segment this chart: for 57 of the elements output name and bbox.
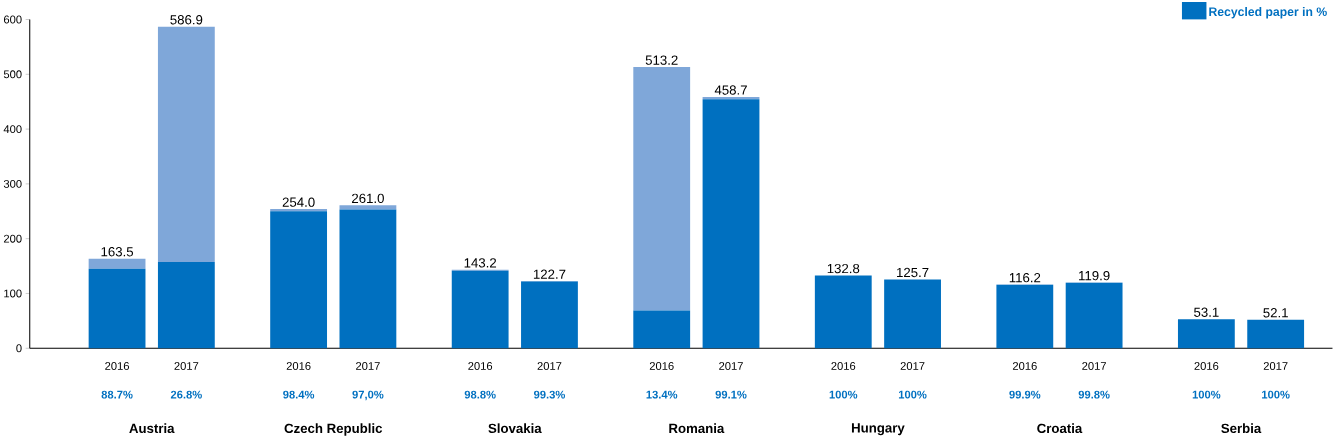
- text: Croatia: [1037, 423, 1083, 434]
- total-label: 52.1: [1263, 308, 1288, 318]
- text: 100%: [898, 390, 927, 399]
- text: 99.1%: [715, 390, 747, 399]
- text: Czech Republic: [284, 423, 383, 436]
- text: 88.7%: [101, 390, 133, 399]
- total-label: 119.9: [1079, 270, 1110, 281]
- x-tick-label: 2016: [649, 362, 674, 370]
- text: 13.4%: [646, 390, 678, 399]
- x-tick-label: 2017: [1082, 362, 1106, 370]
- text: Slovakia: [488, 423, 542, 434]
- total-label: 163.5: [101, 247, 134, 257]
- x-tick-label: 2016: [1194, 362, 1219, 370]
- x-tick-label: 2016: [468, 362, 493, 370]
- y-tick-label: 0: [16, 344, 22, 353]
- x-tick-label: 2016: [105, 362, 130, 370]
- text: 99.8%: [1078, 390, 1110, 399]
- total-label: 261.0: [352, 193, 384, 203]
- text: 98.4%: [283, 390, 315, 399]
- total-label: 125.7: [897, 267, 929, 278]
- x-tick-label: 2017: [1263, 362, 1288, 370]
- total-label: 254.0: [282, 197, 315, 207]
- total-label: 116.2: [1009, 272, 1041, 283]
- text: 100%: [1192, 390, 1221, 399]
- x-tick-label: 2017: [719, 362, 743, 370]
- text: 100%: [1262, 390, 1290, 399]
- x-tick-label: 2017: [356, 362, 380, 370]
- total-label: 513.2: [645, 55, 678, 65]
- text: Austria: [129, 423, 175, 434]
- x-tick-label: 2016: [286, 362, 311, 370]
- x-tick-label: 2017: [900, 362, 925, 370]
- total-label: 458.7: [714, 85, 747, 95]
- text: 100%: [829, 390, 858, 399]
- text: 97,0%: [352, 390, 384, 401]
- text: Serbia: [1221, 423, 1262, 434]
- text: 26.8%: [170, 390, 202, 399]
- text: 98.8%: [464, 390, 496, 399]
- x-tick-label: 2017: [174, 362, 199, 370]
- text: 99.3%: [533, 390, 566, 399]
- text: Hungary: [851, 423, 905, 436]
- text: 99.9%: [1009, 390, 1041, 399]
- text: Romania: [669, 423, 725, 434]
- total-label: 143.2: [464, 258, 497, 268]
- y-tick-label: 500: [3, 70, 22, 79]
- total-label: 132.8: [827, 263, 860, 274]
- x-tick-label: 2017: [537, 362, 562, 370]
- y-tick-label: 400: [3, 125, 22, 134]
- y-tick-label: 100: [4, 289, 22, 298]
- legend-label: Recycled paper in %: [1209, 7, 1327, 19]
- total-label: 586.9: [170, 15, 203, 25]
- y-tick-label: 200: [3, 234, 22, 243]
- x-tick-label: 2016: [1012, 362, 1037, 370]
- total-label: 53.1: [1194, 307, 1219, 317]
- total-label: 122.7: [533, 269, 566, 279]
- x-tick-label: 2016: [831, 362, 856, 370]
- y-tick-label: 300: [3, 179, 22, 188]
- y-tick-label: 600: [3, 15, 22, 24]
